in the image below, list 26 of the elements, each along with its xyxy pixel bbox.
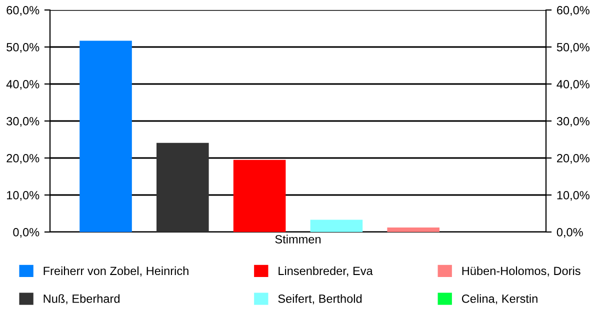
text: 30,0%: [556, 117, 590, 127]
y-tick-label: 60,0%: [6, 6, 40, 16]
legend-label: Linsenbreder, Eva: [278, 266, 373, 276]
bar: [310, 220, 363, 232]
text: 40,0%: [556, 80, 590, 90]
y-tick-label: 10,0%: [7, 191, 40, 201]
legend-label: Seifert, Berthold: [278, 294, 362, 304]
text: 10,0%: [557, 191, 590, 201]
text: 60,0%: [557, 6, 590, 16]
y-tick-label: 50,0%: [6, 43, 40, 53]
bar: [233, 160, 286, 232]
legend-label: Celina, Kerstin: [462, 294, 538, 304]
text: 20,0%: [557, 154, 590, 164]
y-tick-label: 20,0%: [6, 154, 40, 164]
x-tick-label: Stimmen: [275, 234, 321, 244]
legend-label: Nuß, Eberhard: [44, 294, 120, 304]
y-tick-label: 40,0%: [6, 80, 40, 90]
legend-label: Freiherr von Zobel, Heinrich: [44, 266, 188, 276]
bar: [387, 228, 440, 232]
text: 50,0%: [556, 43, 590, 53]
text: 0,0%: [556, 228, 583, 238]
y-tick-label: 30,0%: [6, 117, 40, 127]
legend-label: Hüben-Holomos, Doris: [462, 266, 580, 276]
y-tick-label: 0,0%: [13, 228, 40, 238]
bar: [156, 142, 209, 232]
bar: [80, 40, 132, 232]
